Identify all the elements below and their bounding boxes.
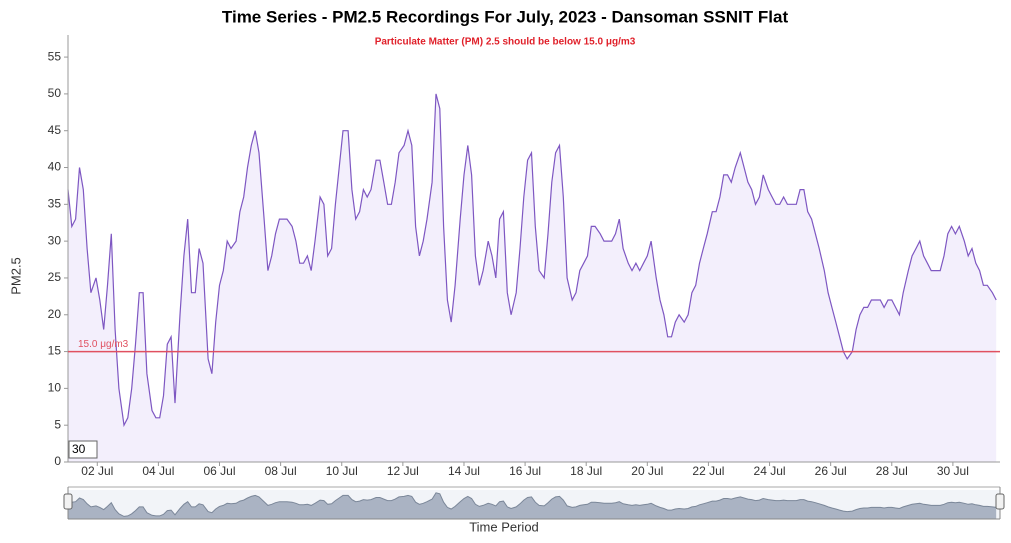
y-tick-label: 5 [54,417,61,431]
y-axis-label: PM2.5 [8,257,23,295]
x-tick-label: 12 Jul [387,464,419,478]
y-tick-label: 25 [48,270,62,284]
x-tick-label: 24 Jul [754,464,786,478]
x-tick-label: 30 Jul [937,464,969,478]
zoom-box [68,440,98,459]
y-tick-label: 45 [48,123,62,137]
x-tick-label: 14 Jul [448,464,480,478]
line [67,93,997,428]
y-tick-label: 55 [48,49,62,63]
x-tick-label: 02 Jul [81,464,113,478]
y-tick-label: 35 [48,196,62,210]
x-tick-label: 10 Jul [326,464,358,478]
navigator-line [67,492,997,517]
x-axis-label: Time Period [469,519,539,534]
x-tick-label: 06 Jul [203,464,235,478]
y-tick-label: 50 [48,86,62,100]
x-tick-label: 04 Jul [142,464,174,478]
navigator-handle[interactable] [995,493,1005,510]
chart-subtitle: Particulate Matter (PM) 2.5 should be be… [375,37,636,48]
y-tick-label: 20 [48,307,62,321]
chart-title: Time Series - PM2.5 Recordings For July,… [222,7,789,26]
area [68,93,997,463]
navigator-handle[interactable] [63,493,73,510]
y-tick-label: 40 [48,160,62,174]
threshold-label: 15.0 μg/m3 [78,339,129,350]
x-tick-label: 20 Jul [631,464,663,478]
x-tick-label: 08 Jul [265,464,297,478]
y-tick-label: 30 [48,233,62,247]
navigator-area [68,492,997,519]
x-tick-label: 22 Jul [692,464,724,478]
y-tick-label: 0 [54,454,61,468]
x-tick-label: 26 Jul [815,464,847,478]
y-tick-label: 10 [48,381,62,395]
x-tick-label: 16 Jul [509,464,541,478]
x-tick-label: 18 Jul [570,464,602,478]
zoom-label: 30 [72,442,86,456]
y-tick-label: 15 [48,344,62,358]
x-tick-label: 28 Jul [876,464,908,478]
